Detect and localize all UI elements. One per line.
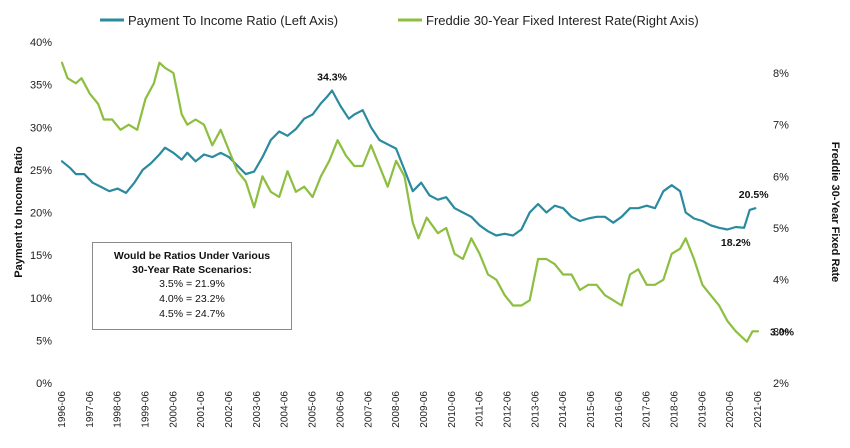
series-layer [60, 61, 760, 343]
rate-scenario-box: Would be Ratios Under Various 30-Year Ra… [92, 242, 292, 330]
left-tick-label: 40% [30, 37, 52, 49]
x-tick-label: 2005-06 [308, 391, 319, 428]
x-tick-label: 1997-06 [85, 391, 96, 428]
left-tick-label: 5% [36, 335, 52, 347]
x-axis-ticks: 1996-06 1997-06 1998-06 1999-06 2000-06 2001-… [57, 391, 764, 428]
right-tick-label: 4% [773, 275, 789, 287]
x-tick-label: 2018-06 [670, 391, 681, 428]
x-tick-label: 2003-06 [252, 391, 263, 428]
right-axis-label: Freddie 30-Year Fixed Rate [829, 142, 841, 283]
data-label: 18.2% [721, 237, 751, 249]
right-axis-ticks: 2% 3% 4% 5% 6% 7% 8% [773, 68, 789, 390]
x-tick-label: 2021-06 [753, 391, 764, 428]
x-tick-label: 1999-06 [141, 391, 152, 428]
x-tick-label: 2019-06 [697, 391, 708, 428]
x-tick-label: 2017-06 [642, 391, 653, 428]
left-tick-label: 30% [30, 122, 52, 134]
scenario-box-title-line2: 30-Year Rate Scenarios: [132, 264, 252, 276]
x-tick-label: 2004-06 [280, 391, 291, 428]
left-tick-label: 15% [30, 250, 52, 262]
left-axis-label: Payment to Income Ratio [13, 146, 25, 278]
scenario-row-4-0: 4.0% = 23.2% [159, 293, 225, 305]
left-tick-label: 10% [30, 293, 52, 305]
annotation-layer: 34.3% 20.5% 18.2% 3.0% [317, 72, 794, 339]
x-tick-label: 2013-06 [530, 391, 541, 428]
data-label: 20.5% [739, 189, 769, 201]
x-tick-label: 1998-06 [113, 391, 124, 428]
x-tick-label: 2016-06 [614, 391, 625, 428]
left-tick-label: 35% [30, 80, 52, 92]
x-tick-label: 2008-06 [391, 391, 402, 428]
x-tick-label: 2006-06 [335, 391, 346, 428]
scenario-row-4-5: 4.5% = 24.7% [159, 308, 225, 320]
data-label: 3.0% [770, 326, 795, 338]
x-tick-label: 2015-06 [586, 391, 597, 428]
x-tick-label: 2012-06 [502, 391, 513, 428]
legend-label-payment-ratio: Payment To Income Ratio (Left Axis) [128, 13, 338, 28]
x-tick-label: 2002-06 [224, 391, 235, 428]
left-tick-label: 25% [30, 165, 52, 177]
x-tick-label: 2009-06 [419, 391, 430, 428]
right-tick-label: 5% [773, 223, 789, 235]
scenario-row-3-5: 3.5% = 21.9% [159, 278, 225, 290]
series-line-freddie-rate [60, 61, 760, 343]
x-tick-label: 1996-06 [57, 391, 68, 428]
right-tick-label: 7% [773, 120, 789, 132]
x-tick-label: 2020-06 [725, 391, 736, 428]
x-tick-label: 2000-06 [168, 391, 179, 428]
left-axis-ticks: 0% 5% 10% 15% 20% 25% 30% 35% 40% [30, 37, 52, 390]
legend-label-freddie-rate: Freddie 30-Year Fixed Interest Rate(Righ… [426, 13, 699, 28]
right-tick-label: 8% [773, 68, 789, 80]
data-label: 34.3% [317, 72, 347, 84]
x-tick-label: 2011-06 [475, 391, 486, 427]
right-tick-label: 2% [773, 378, 789, 390]
x-tick-label: 2007-06 [363, 391, 374, 428]
x-tick-label: 2010-06 [447, 391, 458, 428]
right-tick-label: 3% [773, 326, 789, 338]
right-tick-label: 6% [773, 171, 789, 183]
left-tick-label: 0% [36, 378, 52, 390]
series-line-payment-ratio [60, 89, 757, 237]
x-tick-label: 2001-06 [196, 391, 207, 428]
x-tick-label: 2014-06 [558, 391, 569, 428]
legend: Payment To Income Ratio (Left Axis) Fred… [100, 13, 699, 28]
scenario-box-title-line1: Would be Ratios Under Various [113, 250, 271, 262]
left-tick-label: 20% [30, 208, 52, 220]
